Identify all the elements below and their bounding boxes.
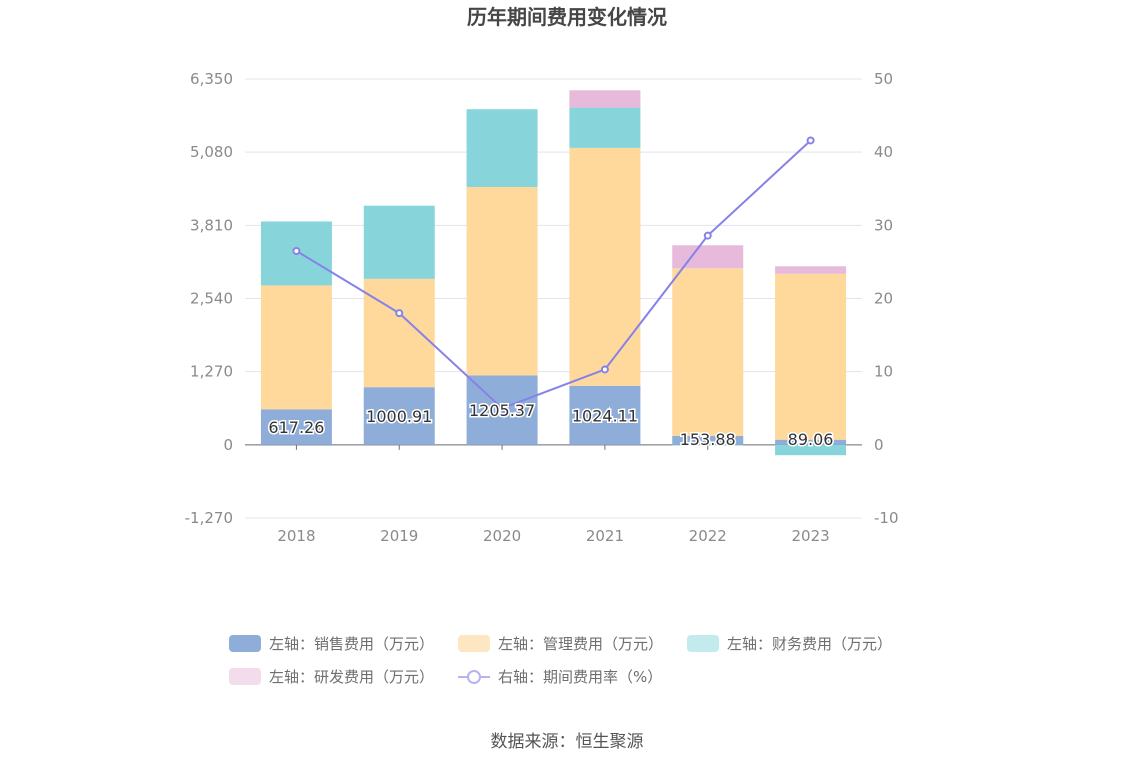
- legend-label: 右轴：期间费用率（%）: [498, 668, 662, 686]
- chart-title: 历年期间费用变化情况: [467, 5, 667, 29]
- legend-label: 左轴：研发费用（万元）: [269, 668, 434, 686]
- x-tick-label: 2020: [483, 527, 521, 545]
- source-note: 数据来源：恒生聚源: [491, 732, 644, 752]
- legend-label: 左轴：管理费用（万元）: [498, 635, 663, 653]
- rate-line-path: [295, 139, 812, 410]
- legend-swatch: [229, 668, 261, 685]
- right-tick-label: 10: [874, 363, 893, 381]
- grid: [245, 78, 862, 519]
- data-label: 1205.37: [469, 401, 535, 420]
- bar-segment: [672, 245, 744, 269]
- bar-segment: [363, 387, 435, 445]
- x-tick-label: 2022: [689, 527, 727, 545]
- legend-swatch: [687, 635, 719, 652]
- rate-point: [703, 231, 712, 240]
- bar-segment: [363, 205, 435, 279]
- legend-swatch: [458, 635, 490, 652]
- bar-segment: [260, 285, 332, 410]
- bar-segment: [260, 409, 332, 445]
- right-tick-label: -10: [874, 509, 899, 527]
- legend[interactable]: 左轴：销售费用（万元） 左轴：管理费用（万元） 左轴：财务费用（万元） 左轴：研发费用…: [229, 635, 892, 686]
- bar-segment: [775, 266, 847, 274]
- bar-segment: [569, 147, 641, 386]
- right-tick-label: 30: [874, 216, 893, 234]
- bar-segment: [363, 278, 435, 388]
- bar-segment: [672, 444, 744, 446]
- rate-point: [395, 309, 404, 318]
- left-tick-label: 3,810: [190, 216, 233, 234]
- bar-segment: [775, 439, 847, 445]
- legend-swatch: [229, 635, 261, 652]
- data-label: 617.26: [268, 418, 324, 437]
- data-label: 1000.91: [366, 407, 432, 426]
- rate-point: [498, 404, 507, 413]
- legend-label: 左轴：财务费用（万元）: [727, 635, 892, 653]
- bar-segment: [466, 187, 538, 376]
- left-tick-label: 1,270: [190, 363, 233, 381]
- bar-segment: [672, 435, 744, 445]
- left-axis: 6,350 5,080 3,810 2,540 1,270 0 -1,270: [185, 70, 233, 527]
- bar-segment: [569, 90, 641, 108]
- left-tick-label: 0: [223, 436, 233, 454]
- left-tick-label: 5,080: [190, 143, 233, 161]
- right-tick-label: 20: [874, 290, 893, 308]
- right-tick-label: 50: [874, 70, 893, 88]
- legend-label: 左轴：销售费用（万元）: [269, 635, 434, 653]
- right-axis: 50 40 30 20 10 0 -10: [874, 70, 899, 527]
- x-tick-label: 2023: [791, 527, 829, 545]
- data-label: 153.88: [680, 430, 736, 449]
- bar-segment: [466, 109, 538, 188]
- data-label: 89.06: [788, 430, 834, 449]
- left-tick-label: 2,540: [190, 290, 233, 308]
- rate-point: [600, 365, 609, 374]
- data-label: 1024.11: [572, 406, 638, 425]
- left-tick-label: 6,350: [190, 70, 233, 88]
- x-tick-label: 2018: [277, 527, 315, 545]
- left-tick-label: -1,270: [185, 509, 233, 527]
- bar-segment: [569, 385, 641, 445]
- data-labels: 617.26 1000.91 1205.37 1024.11 153.88 89.06: [267, 400, 835, 451]
- rate-point: [292, 246, 301, 255]
- x-tick-label: 2019: [380, 527, 418, 545]
- rate-point: [806, 136, 815, 145]
- rate-line: [292, 136, 815, 413]
- bar-segment: [775, 273, 847, 440]
- bar-segment: [672, 268, 744, 436]
- x-tick-label: 2021: [586, 527, 624, 545]
- legend-marker: [467, 670, 481, 684]
- x-axis: 2018 2019 2020 2021 2022 2023: [245, 444, 862, 545]
- right-tick-label: 40: [874, 143, 893, 161]
- right-tick-label: 0: [874, 436, 884, 454]
- bar-segment: [569, 107, 641, 148]
- bar-segment: [775, 444, 847, 456]
- bars: [260, 90, 847, 456]
